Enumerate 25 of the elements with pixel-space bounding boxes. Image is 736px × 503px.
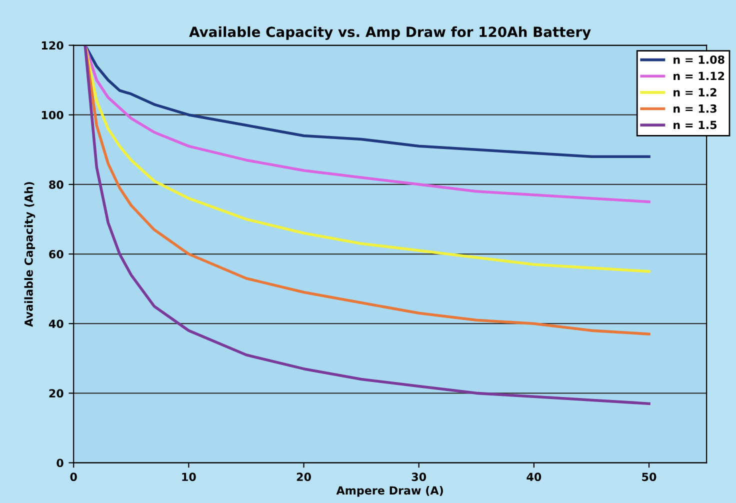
- y-tick-label: 60: [49, 250, 64, 258]
- x-tick-label: 40: [526, 472, 542, 482]
- y-tick-label: 120: [42, 41, 64, 50]
- y-tick-label: 40: [48, 320, 64, 328]
- x-tick-label: 50: [642, 472, 656, 482]
- y-tick-label: 0: [56, 458, 64, 468]
- legend-label: n = 1.12: [674, 72, 724, 80]
- y-tick-label: 100: [42, 110, 64, 120]
- line-series: [84, 45, 650, 406]
- legend-label: n = 1.08: [674, 55, 724, 64]
- legend-label: n = 1.2: [674, 88, 716, 96]
- legend-label: n = 1.5: [674, 120, 717, 130]
- y-tick-label: 80: [49, 180, 64, 189]
- line-series: [84, 45, 650, 273]
- legend-label: n = 1.3: [674, 104, 716, 113]
- x-tick-label: 10: [182, 472, 196, 482]
- x-tick-label: 30: [412, 472, 426, 482]
- x-axis-title: Ampere Draw (A): [336, 486, 443, 497]
- x-tick-label: 0: [70, 472, 77, 482]
- line-series: [84, 45, 650, 204]
- chart-title: Available Capacity vs. Amp Draw for 120Ah Battery: [189, 26, 591, 40]
- x-tick-label: 20: [296, 472, 311, 482]
- y-tick-label: 20: [49, 389, 64, 398]
- y-axis-title: Available Capacity (Ah): [24, 182, 36, 327]
- line-series: [84, 45, 650, 336]
